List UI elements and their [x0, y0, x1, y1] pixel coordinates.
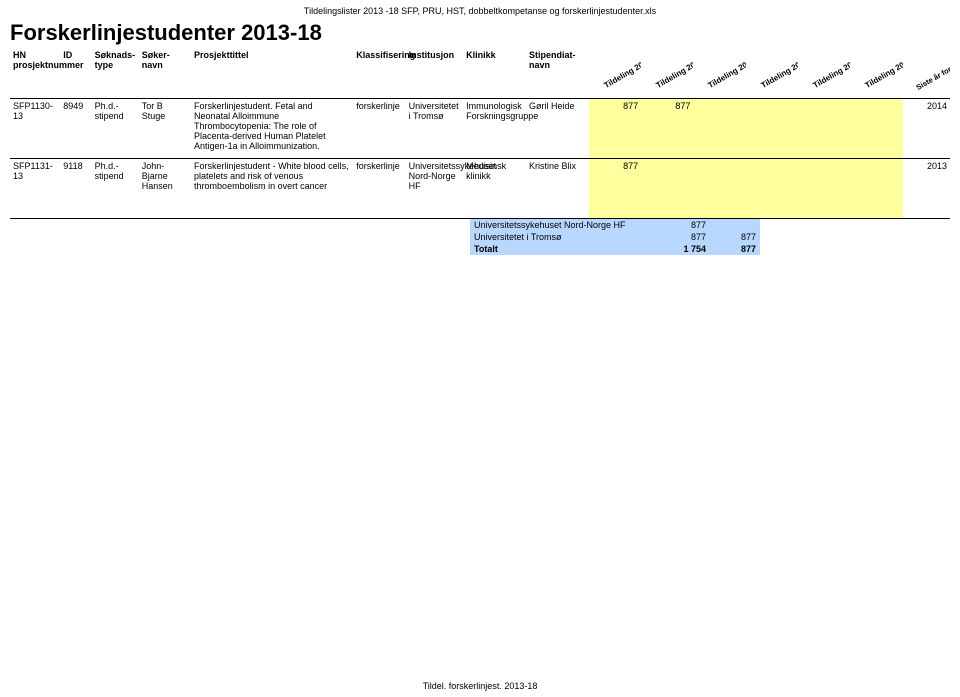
- cell-y2014: [641, 158, 693, 218]
- cell-hn: SFP1131-13: [10, 158, 60, 218]
- summary-row: Universitetssykehuset Nord-Norge HF 877: [470, 219, 760, 231]
- cell-y2018: [850, 98, 902, 158]
- table-row: SFP1130-13 8949 Ph.d.-stipend Tor B Stug…: [10, 98, 950, 158]
- col-id: ID: [60, 48, 91, 98]
- cell-y2015: [693, 98, 745, 158]
- cell-y2018: [850, 158, 902, 218]
- source-filename: Tildelingslister 2013 -18 SFP, PRU, HST,…: [10, 6, 950, 16]
- summary-v2: [710, 219, 760, 231]
- cell-y2017: [798, 98, 850, 158]
- cell-soknadstype: Ph.d.-stipend: [92, 98, 139, 158]
- col-tildeling-2016: Tildeling 2016: [746, 48, 798, 98]
- allocations-table: HN prosjektnummer ID Søknads-type Søker-…: [10, 48, 950, 219]
- summary-label: Universitetssykehuset Nord-Norge HF: [470, 219, 660, 231]
- cell-stipendiatnavn: Kristine Blix: [526, 158, 589, 218]
- cell-institusjon: Universitetssykehuset Nord-Norge HF: [406, 158, 464, 218]
- cell-id: 9118: [60, 158, 91, 218]
- cell-sokernavn: John-Bjarne Hansen: [139, 158, 191, 218]
- cell-end: 2014: [903, 98, 950, 158]
- cell-y2013: 877: [589, 158, 641, 218]
- page-footer: Tildel. forskerlinjest. 2013-18: [0, 681, 960, 691]
- col-soknadstype: Søknads-type: [92, 48, 139, 98]
- col-hn-prosjektnummer: HN prosjektnummer: [10, 48, 60, 98]
- cell-klassifisering: forskerlinje: [353, 158, 405, 218]
- col-label: Tildeling 2018: [864, 55, 903, 89]
- col-klassifisering: Klassifisering: [353, 48, 405, 98]
- cell-id: 8949: [60, 98, 91, 158]
- cell-y2016: [746, 98, 798, 158]
- col-tildeling-2015: Tildeling 2015: [693, 48, 745, 98]
- summary-label: Universitetet i Tromsø: [470, 231, 660, 243]
- summary-label: Totalt: [470, 243, 660, 255]
- col-stipendiatnavn: Stipendiat-navn: [526, 48, 589, 98]
- summary-table: Universitetssykehuset Nord-Norge HF 877 …: [470, 219, 760, 255]
- cell-klinikk: Immunologisk Forskningsgruppe: [463, 98, 526, 158]
- summary-total-row: Totalt 1 754 877: [470, 243, 760, 255]
- summary-v1: 877: [660, 219, 710, 231]
- col-tildeling-2014: Tildeling 2014: [641, 48, 693, 98]
- cell-sokernavn: Tor B Stuge: [139, 98, 191, 158]
- col-prosjekttittel: Prosjekttittel: [191, 48, 353, 98]
- cell-end: 2013: [903, 158, 950, 218]
- cell-stipendiatnavn: Gøril Heide: [526, 98, 589, 158]
- col-tildeling-2018: Tildeling 2018: [850, 48, 902, 98]
- cell-institusjon: Universitetet i Tromsø: [406, 98, 464, 158]
- summary-v2: 877: [710, 243, 760, 255]
- cell-y2016: [746, 158, 798, 218]
- summary-v1: 877: [660, 231, 710, 243]
- summary-row: Universitetet i Tromsø 877 877: [470, 231, 760, 243]
- col-label: Tildeling 2013: [602, 55, 641, 89]
- summary-v2: 877: [710, 231, 760, 243]
- cell-klassifisering: forskerlinje: [353, 98, 405, 158]
- col-institusjon: Institusjon: [406, 48, 464, 98]
- cell-klinikk: Medisinsk klinikk: [463, 158, 526, 218]
- col-label: Tildeling 2015: [707, 55, 746, 89]
- col-klinikk: Klinikk: [463, 48, 526, 98]
- col-tildeling-2017: Tildeling 2017: [798, 48, 850, 98]
- cell-prosjekttittel: Forskerlinjestudent - White blood cells,…: [191, 158, 353, 218]
- col-label: Tildeling 2014: [655, 55, 694, 89]
- col-sokernavn: Søker-navn: [139, 48, 191, 98]
- cell-y2017: [798, 158, 850, 218]
- header-row: HN prosjektnummer ID Søknads-type Søker-…: [10, 48, 950, 98]
- cell-prosjekttittel: Forskerlinjestudent. Fetal and Neonatal …: [191, 98, 353, 158]
- col-label: Tildeling 2017: [812, 55, 851, 89]
- col-siste-aar: Siste år for denne tildelingen: [903, 48, 950, 98]
- cell-soknadstype: Ph.d.-stipend: [92, 158, 139, 218]
- table-row: SFP1131-13 9118 Ph.d.-stipend John-Bjarn…: [10, 158, 950, 218]
- cell-y2015: [693, 158, 745, 218]
- col-tildeling-2013: Tildeling 2013: [589, 48, 641, 98]
- cell-y2013: 877: [589, 98, 641, 158]
- col-label: Tildeling 2016: [759, 55, 798, 89]
- page-title: Forskerlinjestudenter 2013-18: [10, 20, 950, 46]
- cell-hn: SFP1130-13: [10, 98, 60, 158]
- cell-y2014: 877: [641, 98, 693, 158]
- col-label: Siste år for denne tildelingen: [914, 48, 950, 92]
- page: Tildelingslister 2013 -18 SFP, PRU, HST,…: [0, 0, 960, 255]
- summary-v1: 1 754: [660, 243, 710, 255]
